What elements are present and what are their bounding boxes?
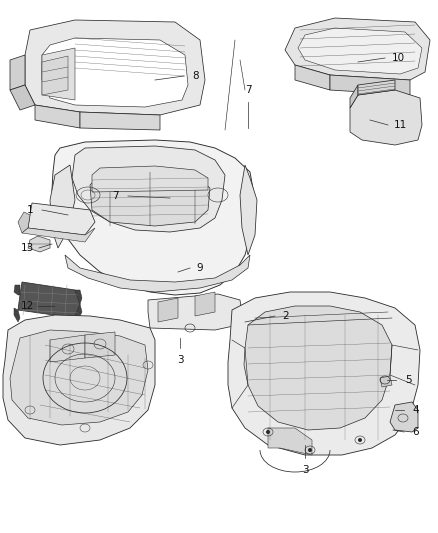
Polygon shape	[72, 146, 225, 232]
Circle shape	[308, 448, 312, 452]
Text: 8: 8	[193, 71, 199, 81]
Polygon shape	[42, 48, 75, 100]
Polygon shape	[3, 315, 155, 445]
Polygon shape	[28, 203, 95, 235]
Polygon shape	[73, 304, 82, 320]
Text: 12: 12	[21, 301, 34, 311]
Polygon shape	[50, 165, 75, 248]
Polygon shape	[65, 255, 250, 292]
Polygon shape	[22, 228, 95, 242]
Text: 13: 13	[21, 243, 34, 253]
Text: 2: 2	[283, 311, 290, 321]
Text: 5: 5	[405, 375, 411, 385]
Polygon shape	[25, 20, 205, 115]
Polygon shape	[240, 165, 257, 255]
Polygon shape	[80, 112, 160, 130]
Polygon shape	[350, 90, 422, 145]
Polygon shape	[228, 292, 420, 455]
Text: 11: 11	[393, 120, 406, 130]
Polygon shape	[358, 80, 395, 95]
Polygon shape	[295, 65, 330, 90]
Polygon shape	[390, 402, 418, 432]
Polygon shape	[14, 285, 20, 295]
Polygon shape	[50, 335, 85, 362]
Polygon shape	[18, 212, 30, 233]
Polygon shape	[35, 105, 80, 128]
Text: 7: 7	[245, 85, 251, 95]
Polygon shape	[350, 85, 358, 108]
Polygon shape	[244, 306, 392, 430]
Text: 7: 7	[112, 191, 118, 201]
Polygon shape	[298, 28, 422, 74]
Polygon shape	[18, 282, 80, 318]
Polygon shape	[14, 308, 20, 322]
Polygon shape	[10, 330, 148, 425]
Circle shape	[358, 438, 362, 442]
Text: 4: 4	[413, 405, 419, 415]
Text: 3: 3	[302, 465, 308, 475]
Polygon shape	[195, 292, 215, 316]
Polygon shape	[380, 376, 392, 387]
Circle shape	[266, 430, 270, 434]
Polygon shape	[28, 236, 50, 252]
Polygon shape	[75, 290, 82, 304]
Polygon shape	[330, 75, 410, 95]
Polygon shape	[285, 18, 430, 80]
Text: 1: 1	[27, 205, 33, 215]
Polygon shape	[148, 294, 242, 330]
Polygon shape	[42, 38, 188, 107]
Polygon shape	[158, 298, 178, 322]
Polygon shape	[10, 55, 25, 90]
Text: 3: 3	[177, 355, 184, 365]
Polygon shape	[52, 140, 255, 295]
Polygon shape	[92, 166, 208, 192]
Polygon shape	[85, 332, 115, 358]
Text: 6: 6	[413, 427, 419, 437]
Text: 10: 10	[392, 53, 405, 63]
Polygon shape	[90, 172, 210, 226]
Polygon shape	[10, 85, 35, 110]
Text: 9: 9	[197, 263, 203, 273]
Polygon shape	[42, 56, 68, 95]
Polygon shape	[268, 428, 312, 455]
